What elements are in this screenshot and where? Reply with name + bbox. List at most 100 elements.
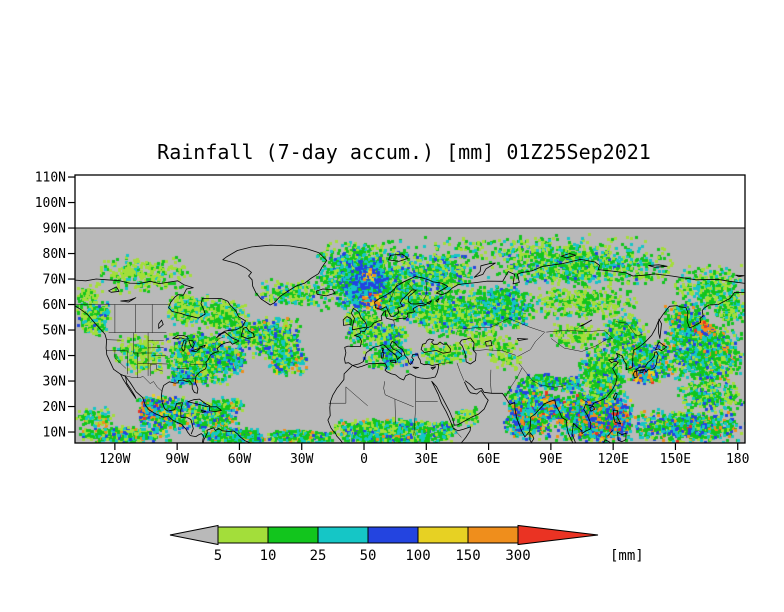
coastline [380, 352, 385, 359]
political-border [394, 398, 414, 408]
colorbar-segment [217, 526, 269, 544]
political-border [490, 369, 492, 394]
political-border [148, 347, 164, 349]
colorbar-segment [267, 526, 319, 544]
x-axis-label: 90W [165, 452, 189, 467]
coastline [613, 409, 622, 425]
political-border [150, 364, 163, 372]
colorbar-level-label: 300 [505, 548, 530, 564]
coastline [426, 300, 433, 305]
y-axis-label: 50N [43, 324, 66, 339]
x-axis-label: 150E [660, 452, 691, 467]
x-axis-label: 120E [598, 452, 629, 467]
political-border [393, 320, 396, 328]
y-axis-label: 110N [35, 171, 66, 186]
chart-title: Rainfall (7-day accum.) [mm] 01Z25Sep202… [157, 140, 651, 164]
coastline [655, 341, 668, 352]
colorbar-level-label: 150 [455, 548, 480, 564]
coastline [108, 286, 120, 293]
political-border [137, 362, 168, 365]
coastline [639, 369, 644, 373]
coastline [633, 370, 638, 379]
political-border [421, 280, 427, 304]
coastline [389, 359, 397, 364]
political-border [114, 350, 127, 369]
coastline [120, 373, 137, 399]
coastline [181, 340, 187, 352]
x-axis-label: 120W [99, 452, 130, 467]
coastline [316, 288, 336, 297]
political-border [120, 374, 163, 392]
x-axis-label: 90E [539, 452, 562, 467]
coastline [617, 431, 627, 443]
y-axis-label: 20N [43, 400, 66, 415]
coastline [635, 351, 659, 373]
political-border [407, 282, 415, 290]
coastline [342, 316, 352, 326]
x-axis-label: 30E [415, 452, 438, 467]
colorbar-level-label: 10 [260, 548, 277, 564]
political-border [106, 339, 122, 341]
political-border [615, 321, 643, 337]
coastline [430, 366, 436, 370]
political-border [505, 367, 523, 397]
colorbar-segment [467, 526, 519, 544]
y-axis-label: 60N [43, 298, 66, 313]
colorbar-level-label: 100 [405, 548, 430, 564]
political-border [438, 362, 452, 364]
political-border [383, 381, 395, 400]
x-axis-label: 180 [726, 452, 749, 467]
plot-frame [74, 174, 746, 444]
y-axis-label: 30N [43, 375, 66, 390]
y-axis-label: 70N [43, 273, 66, 288]
y-axis-label: 100N [35, 196, 66, 211]
political-border [394, 399, 396, 424]
colorbar: 5 10 25 50 100 150 300 [169, 524, 599, 564]
y-axis-label: 40N [43, 349, 66, 364]
political-border [462, 318, 546, 333]
coastline [201, 410, 207, 413]
axes-layer: 110N 100N 90N 80N 70N 60N 50N 40N 30N 20N 10N 120W 9… [35, 171, 750, 467]
coastline [202, 427, 251, 443]
x-axis-label: 60W [228, 452, 252, 467]
political-border [452, 428, 462, 438]
colorbar-segment [367, 526, 419, 544]
coastline [602, 439, 612, 443]
geography-layer [75, 244, 745, 443]
political-border [345, 386, 368, 406]
coastline [327, 365, 353, 443]
political-border [456, 362, 465, 381]
coastline [613, 392, 618, 401]
x-axis-label: 30W [290, 452, 314, 467]
y-axis-label: 80N [43, 247, 66, 262]
political-border [518, 363, 566, 388]
political-border [215, 337, 224, 343]
political-border [413, 406, 416, 436]
political-border [546, 330, 613, 339]
coastline [464, 380, 574, 443]
coastline [589, 405, 595, 412]
coastline [188, 340, 195, 349]
coastline [658, 318, 662, 339]
coastline [190, 348, 201, 353]
colorbar-level-label: 50 [360, 548, 377, 564]
political-border [517, 332, 545, 357]
coastline [420, 338, 451, 354]
coastline [187, 398, 211, 408]
coastline [412, 366, 419, 369]
coastline [485, 340, 493, 347]
coastline [209, 406, 222, 412]
coastline [352, 340, 440, 381]
x-axis-label: 60E [477, 452, 500, 467]
coastline [459, 337, 477, 365]
colorbar-below-arrow [169, 524, 219, 546]
coastline [75, 305, 205, 443]
coastline [607, 430, 613, 437]
coastline [579, 319, 592, 327]
political-border [389, 281, 406, 303]
coastline [120, 297, 137, 303]
coastline [473, 262, 496, 278]
